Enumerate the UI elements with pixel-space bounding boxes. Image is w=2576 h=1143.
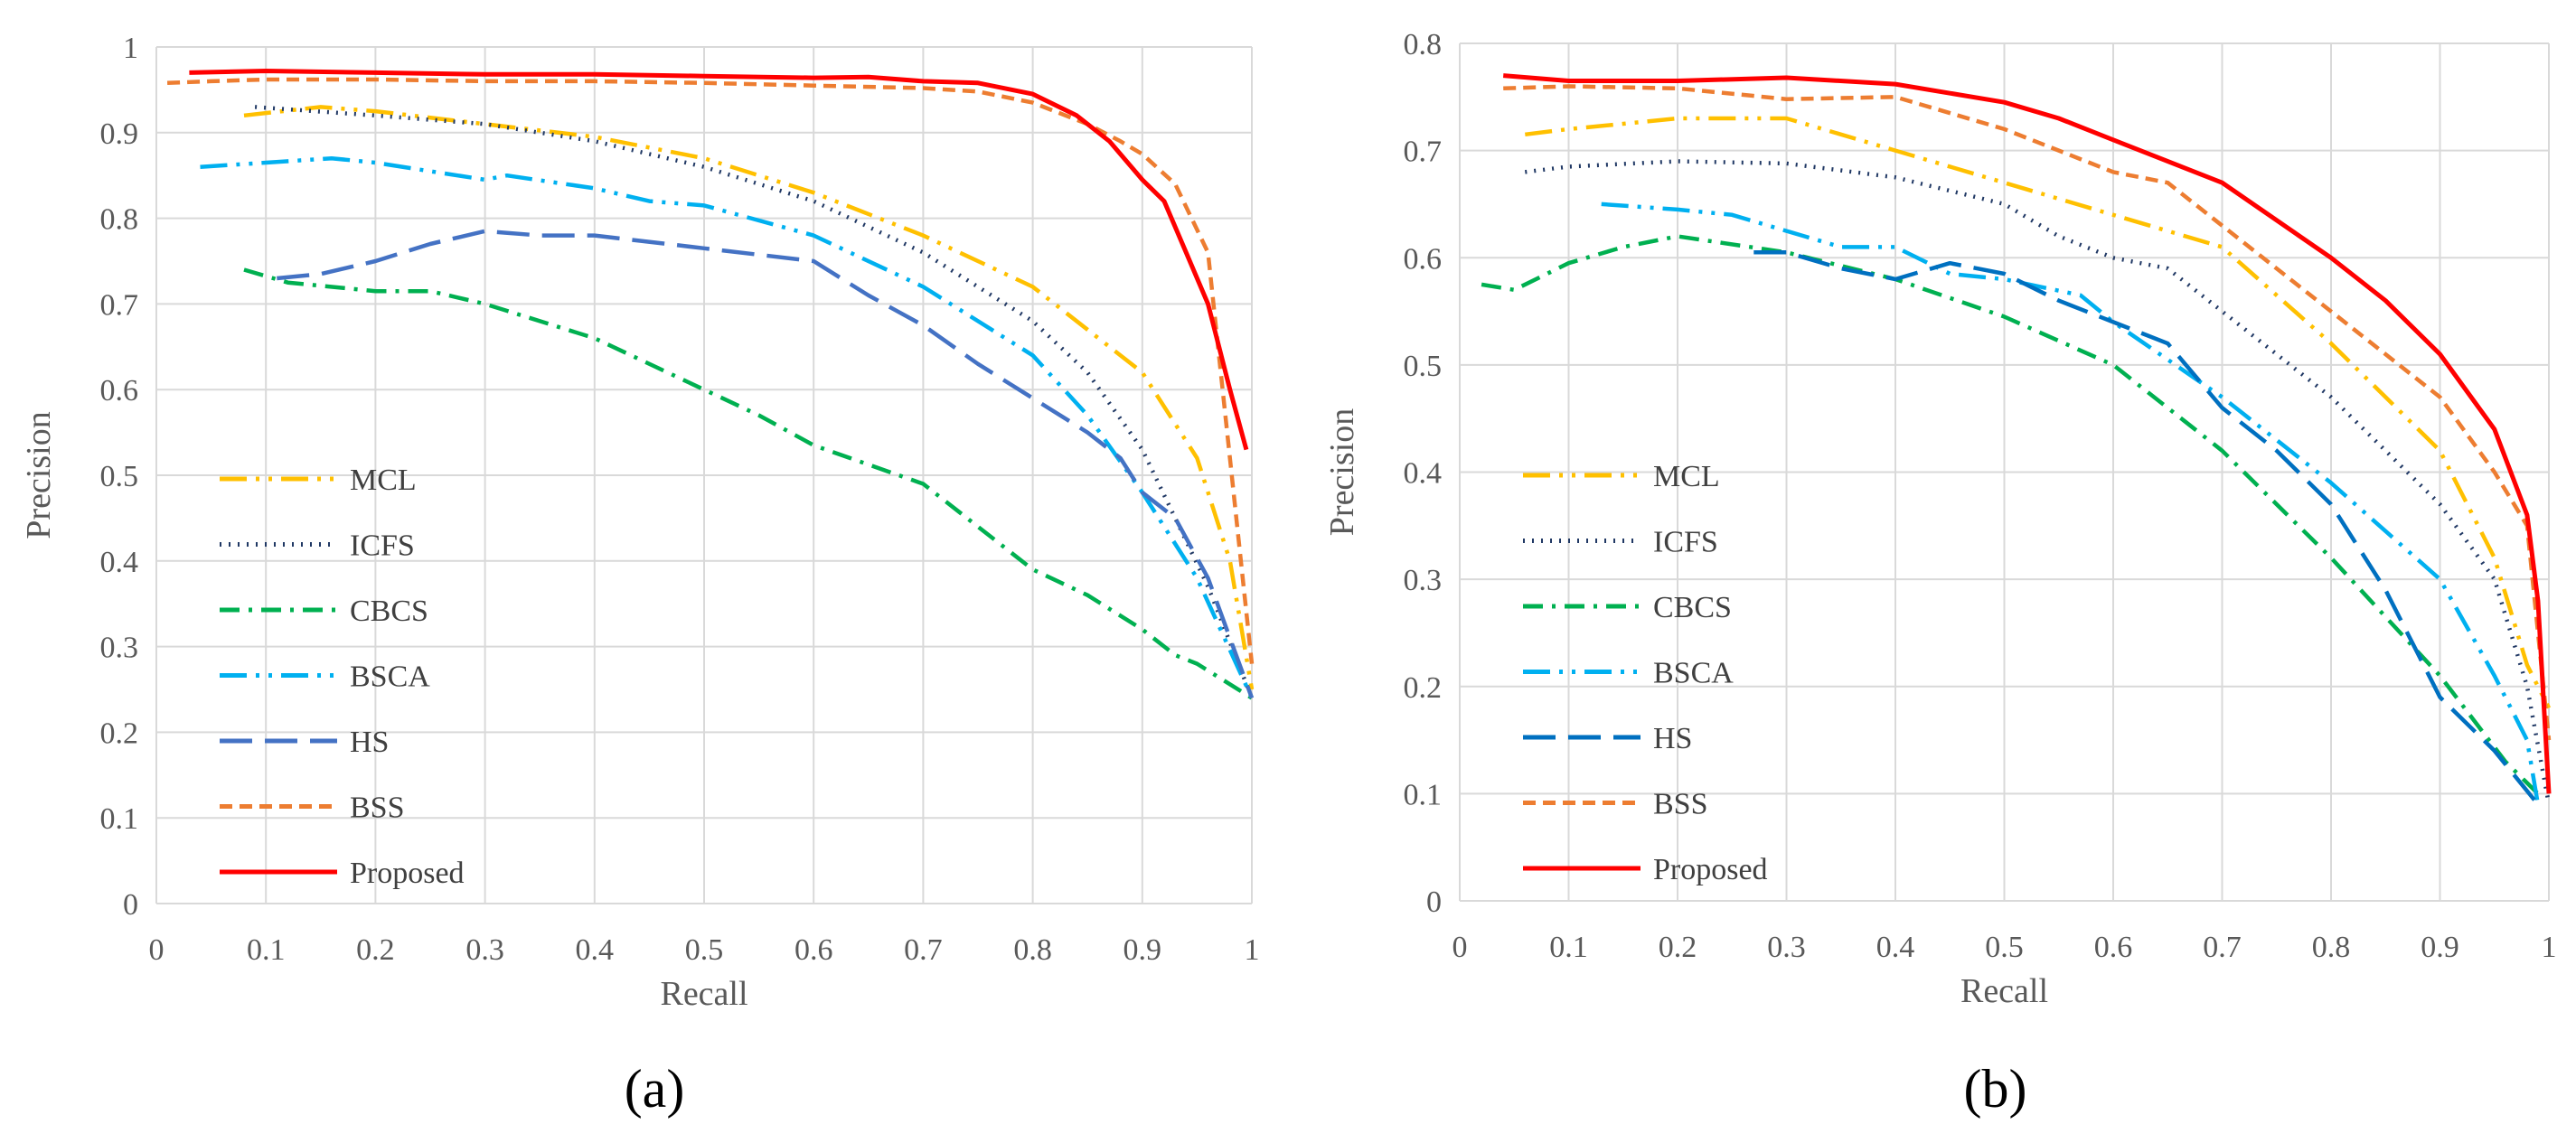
x-tick-label: 0.8 <box>1013 933 1052 967</box>
series-line-cbcs <box>243 267 1254 700</box>
x-tick-label: 1 <box>2542 931 2557 964</box>
x-tick-label: 0 <box>149 933 165 967</box>
series-line-bss <box>167 77 1255 664</box>
series-line-mcl <box>243 105 1255 690</box>
x-tick-label: 0.9 <box>2421 931 2459 964</box>
x-tick-label: 0.1 <box>1549 931 1588 964</box>
legend-label-hs: HS <box>350 726 389 759</box>
y-tick-label: 0.4 <box>100 546 139 579</box>
y-tick-label: 0.2 <box>1404 671 1443 705</box>
y-tick-label: 0.6 <box>100 374 139 408</box>
legend-label-cbcs: CBCS <box>1653 591 1732 624</box>
y-axis-title: Precision <box>20 411 58 539</box>
y-tick-label: 0.9 <box>100 117 139 151</box>
x-tick-label: 0.3 <box>1767 931 1806 964</box>
y-tick-label: 0 <box>123 888 138 922</box>
chart-panel-a: 0 0.1 0.2 0.3 0.4 0.5 0.6 0.7 0.8 0.9 1 0 0.1 0.2 0.3 0… <box>20 32 1260 1119</box>
legend-label-bsca: BSCA <box>1653 657 1734 690</box>
series-line-proposed <box>189 69 1249 451</box>
y-tick-label: 0.3 <box>1404 564 1443 597</box>
legend-label-mcl: MCL <box>350 464 417 497</box>
y-tick-label: 0 <box>1426 885 1442 919</box>
x-tick-label: 0.8 <box>2312 931 2351 964</box>
x-axis-title: Recall <box>1960 972 2048 1010</box>
x-tick-label: 0.6 <box>794 933 833 967</box>
panel-label: (b) <box>1964 1059 2027 1119</box>
series-line-hs <box>277 229 1255 699</box>
x-tick-label: 0.7 <box>904 933 943 967</box>
series-line-cbcs <box>1481 234 2540 796</box>
series-line-bsca <box>1601 201 2541 805</box>
x-tick-label: 0.2 <box>356 933 395 967</box>
legend-label-proposed: Proposed <box>350 857 465 890</box>
x-tick-label: 0.7 <box>2203 931 2242 964</box>
series-line-mcl <box>1525 116 2552 709</box>
x-tick-label: 1 <box>1245 933 1260 967</box>
y-tick-label: 0.8 <box>100 203 139 237</box>
y-tick-label: 0.3 <box>100 632 139 665</box>
x-tick-label: 0.5 <box>1985 931 2024 964</box>
y-axis-title: Precision <box>1323 408 1361 536</box>
legend-label-bss: BSS <box>1653 788 1708 821</box>
x-tick-label: 0 <box>1453 931 1468 964</box>
y-tick-label: 0.7 <box>1404 136 1443 169</box>
legend-label-icfs: ICFS <box>350 529 415 563</box>
y-tick-label: 0.5 <box>100 460 139 493</box>
legend-label-mcl: MCL <box>1653 460 1720 493</box>
series-line-icfs <box>1525 159 2552 805</box>
y-tick-label: 0.5 <box>1404 350 1443 383</box>
y-tick-label: 0.4 <box>1404 457 1443 491</box>
x-tick-label: 0.6 <box>2094 931 2133 964</box>
x-tick-label: 0.3 <box>465 933 504 967</box>
series-line-proposed <box>1502 73 2552 794</box>
series-line-bss <box>1503 84 2552 741</box>
x-axis-title: Recall <box>660 975 747 1013</box>
y-tick-label: 1 <box>123 32 138 65</box>
y-tick-label: 0.6 <box>1404 242 1443 276</box>
legend-label-cbcs: CBCS <box>350 595 428 628</box>
legend-label-bss: BSS <box>350 792 405 825</box>
y-tick-label: 0.1 <box>1404 778 1443 811</box>
y-tick-label: 0.1 <box>100 802 139 836</box>
x-tick-label: 0.5 <box>685 933 724 967</box>
series-line-bsca <box>200 155 1255 699</box>
legend-label-icfs: ICFS <box>1653 526 1718 559</box>
panel-label: (a) <box>625 1059 685 1119</box>
x-tick-label: 0.2 <box>1659 931 1697 964</box>
x-tick-label: 0.1 <box>247 933 286 967</box>
x-tick-label: 0.4 <box>1876 931 1915 964</box>
legend-label-proposed: Proposed <box>1653 853 1768 886</box>
x-tick-label: 0.4 <box>576 933 615 967</box>
y-tick-label: 0.2 <box>100 717 139 750</box>
legend-label-hs: HS <box>1653 722 1692 755</box>
y-tick-label: 0.7 <box>100 288 139 322</box>
legend-label-bsca: BSCA <box>350 661 430 694</box>
chart-panel-b: 0 0.1 0.2 0.3 0.4 0.5 0.6 0.7 0.8 0 0.1 0.2 0.3 0.4 0.… <box>1323 28 2557 1119</box>
y-tick-label: 0.8 <box>1404 28 1443 61</box>
x-tick-label: 0.9 <box>1123 933 1162 967</box>
series-line-hs <box>1753 250 2540 806</box>
